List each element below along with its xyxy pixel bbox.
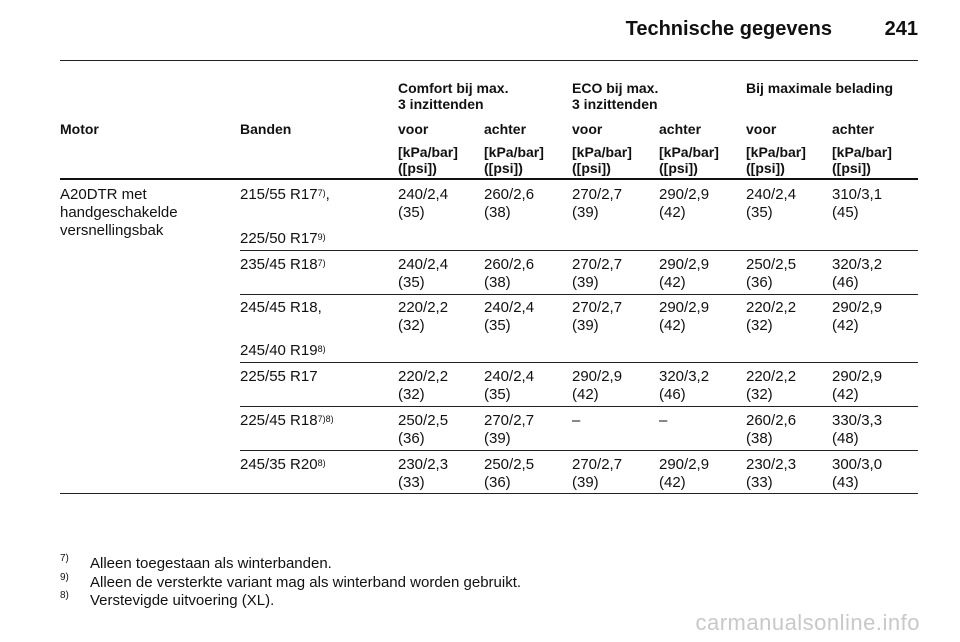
footnote-number: 9)	[60, 572, 69, 583]
pressure-value: 270/2,7 (39)	[572, 256, 623, 291]
column-header-achter: achter	[832, 121, 875, 137]
pressure-value: 240/2,4 (35)	[398, 256, 449, 291]
unit-label: [kPa/bar] ([psi])	[484, 144, 544, 176]
pressure-value: 230/2,3 (33)	[398, 456, 449, 491]
pressure-value: 220/2,2 (32)	[398, 299, 449, 334]
pressure-value: 260/2,6 (38)	[484, 256, 535, 291]
unit-label: [kPa/bar] ([psi])	[659, 144, 719, 176]
table-header-rule	[60, 178, 918, 180]
unit-label: [kPa/bar] ([psi])	[832, 144, 892, 176]
group-header-eco: ECO bij max. 3 inzittenden	[572, 80, 659, 112]
pressure-value: 310/3,1 (45)	[832, 186, 883, 221]
pressure-value: 240/2,4 (35)	[746, 186, 797, 221]
pressure-value: 240/2,4 (35)	[484, 368, 535, 403]
tire-size: 245/45 R18,	[240, 299, 322, 316]
tire-size: 215/55 R177),	[240, 186, 330, 203]
tire-size: 225/55 R17	[240, 368, 318, 385]
pressure-value: 290/2,9 (42)	[659, 186, 710, 221]
footnote-text: Alleen toegestaan als winterbanden.	[90, 555, 332, 572]
pressure-value: 270/2,7 (39)	[572, 186, 623, 221]
page-title: Technische gegevens	[625, 18, 832, 40]
row-divider	[240, 362, 918, 363]
pressure-value: 270/2,7 (39)	[572, 299, 623, 334]
group-header-comfort: Comfort bij max. 3 inzittenden	[398, 80, 509, 112]
pressure-value: 270/2,7 (39)	[572, 456, 623, 491]
table-bottom-rule	[60, 493, 918, 494]
footnote-number: 7)	[60, 553, 69, 564]
pressure-value: 320/3,2 (46)	[659, 368, 710, 403]
row-divider	[240, 294, 918, 295]
column-header-banden: Banden	[240, 121, 292, 137]
pressure-value: 250/2,5 (36)	[746, 256, 797, 291]
column-header-achter: achter	[484, 121, 527, 137]
pressure-value: 220/2,2 (32)	[746, 368, 797, 403]
column-header-voor: voor	[398, 121, 429, 137]
pressure-value: 320/3,2 (46)	[832, 256, 883, 291]
tire-size: 235/45 R187)	[240, 256, 326, 273]
pressure-value: 330/3,3 (48)	[832, 412, 883, 447]
column-header-voor: voor	[572, 121, 603, 137]
pressure-value: 290/2,9 (42)	[659, 299, 710, 334]
watermark: carmanualsonline.info	[695, 610, 920, 635]
pressure-value: 290/2,9 (42)	[572, 368, 623, 403]
row-divider	[240, 406, 918, 407]
footnote-number: 8)	[60, 590, 69, 601]
tire-size: 225/50 R179)	[240, 230, 326, 247]
group-header-max-load: Bij maximale belading	[746, 80, 894, 96]
pressure-value: 220/2,2 (32)	[398, 368, 449, 403]
pressure-value: 290/2,9 (42)	[832, 368, 883, 403]
pressure-value: 220/2,2 (32)	[746, 299, 797, 334]
pressure-value: 300/3,0 (43)	[832, 456, 883, 491]
tire-size: 245/40 R198)	[240, 342, 326, 359]
pressure-value: 230/2,3 (33)	[746, 456, 797, 491]
unit-label: [kPa/bar] ([psi])	[746, 144, 806, 176]
unit-label: [kPa/bar] ([psi])	[398, 144, 458, 176]
pressure-value: 250/2,5 (36)	[398, 412, 449, 447]
column-header-voor: voor	[746, 121, 777, 137]
pressure-value: –	[572, 412, 581, 429]
tire-size: 245/35 R208)	[240, 456, 326, 473]
pressure-value: 260/2,6 (38)	[746, 412, 797, 447]
row-divider	[240, 450, 918, 451]
motor-description: A20DTR met handgeschakelde versnellingsbak	[60, 186, 178, 239]
pressure-value: 290/2,9 (42)	[832, 299, 883, 334]
page-number: 241	[884, 18, 918, 40]
pressure-value: 250/2,5 (36)	[484, 456, 535, 491]
header-rule	[60, 60, 918, 61]
pressure-value: 260/2,6 (38)	[484, 186, 535, 221]
pressure-value: –	[659, 412, 668, 429]
pressure-value: 240/2,4 (35)	[398, 186, 449, 221]
pressure-value: 290/2,9 (42)	[659, 456, 710, 491]
column-header-achter: achter	[659, 121, 702, 137]
footnote-text: Verstevigde uitvoering (XL).	[90, 592, 275, 609]
pressure-value: 240/2,4 (35)	[484, 299, 535, 334]
tire-size: 225/45 R187)8)	[240, 412, 334, 429]
unit-label: [kPa/bar] ([psi])	[572, 144, 632, 176]
pressure-value: 270/2,7 (39)	[484, 412, 535, 447]
footnote-text: Alleen de versterkte variant mag als win…	[90, 574, 522, 591]
pressure-value: 290/2,9 (42)	[659, 256, 710, 291]
row-divider	[240, 250, 918, 251]
column-header-motor: Motor	[60, 121, 99, 137]
